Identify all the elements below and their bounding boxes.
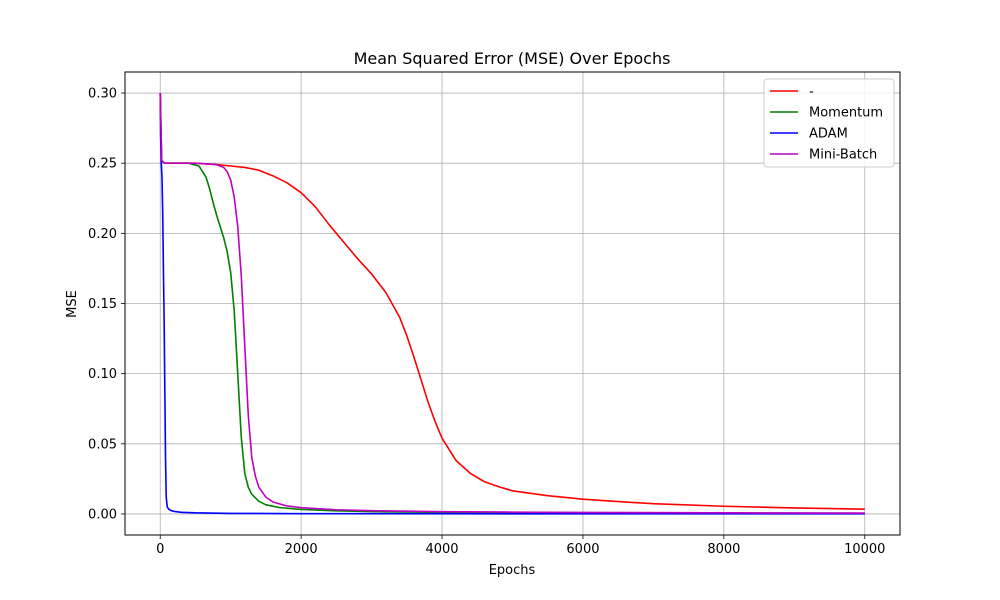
- legend: - Momentum ADAM Mini-Batch: [763, 78, 895, 168]
- x-axis-label: Epochs: [489, 563, 536, 578]
- series-lines: [159, 93, 865, 515]
- y-tick-label: 0.25: [88, 157, 117, 172]
- series-line-adam: [159, 93, 865, 515]
- y-tick-label: 0.00: [88, 507, 117, 522]
- series-line-mini-batch: [159, 93, 865, 514]
- x-tick-label: 6000: [566, 542, 599, 557]
- legend-label: ADAM: [809, 127, 848, 142]
- x-tick-label: 10000: [844, 542, 885, 557]
- y-tick-label: 0.05: [88, 437, 117, 452]
- legend-box: [763, 78, 895, 168]
- y-tick-label: 0.20: [88, 227, 117, 242]
- x-tick-label: 2000: [285, 542, 318, 557]
- x-tick-label: 0: [156, 542, 164, 557]
- y-axis-ticks: 0.00 0.05 0.10 0.15 0.20 0.25 0.30: [88, 87, 125, 522]
- chart-title: Mean Squared Error (MSE) Over Epochs: [354, 49, 671, 68]
- y-tick-label: 0.10: [88, 367, 117, 382]
- legend-label: -: [809, 85, 814, 100]
- x-axis-ticks: 0 2000 4000 6000 8000 10000: [156, 535, 885, 557]
- y-tick-label: 0.30: [88, 87, 117, 102]
- series-line-series-0: [159, 93, 865, 510]
- y-axis-label: MSE: [65, 290, 80, 318]
- y-tick-label: 0.15: [88, 297, 117, 312]
- x-tick-label: 4000: [425, 542, 458, 557]
- x-tick-label: 8000: [707, 542, 740, 557]
- legend-label: Mini-Batch: [809, 148, 877, 163]
- legend-label: Momentum: [809, 106, 883, 121]
- series-line-momentum: [159, 93, 865, 515]
